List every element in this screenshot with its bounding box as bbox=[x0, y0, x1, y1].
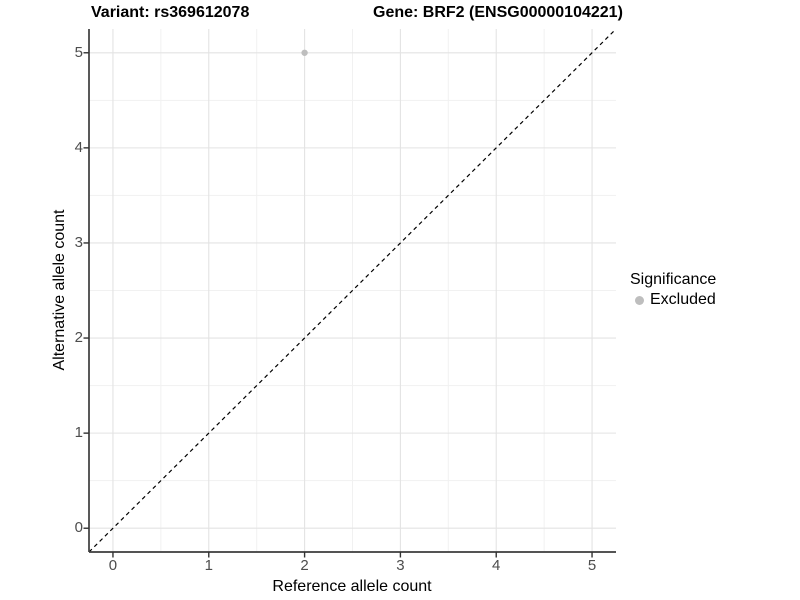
legend-items: Excluded bbox=[630, 291, 716, 309]
y-tick-label: 5 bbox=[74, 43, 83, 61]
y-axis-title: Alternative allele count bbox=[51, 209, 68, 371]
y-tick-label: 4 bbox=[74, 138, 83, 156]
plot-title-variant: Variant: rs369612078 bbox=[91, 4, 250, 21]
plot-title-gene: Gene: BRF2 (ENSG00000104221) bbox=[373, 4, 623, 21]
y-tick-label: 1 bbox=[74, 424, 83, 442]
y-tick-label: 3 bbox=[74, 233, 83, 251]
legend-key-dot-icon bbox=[635, 295, 644, 305]
x-tick-label: 4 bbox=[492, 557, 501, 574]
x-tick-label: 3 bbox=[396, 557, 405, 574]
data-point bbox=[301, 49, 308, 56]
legend: Significance Excluded bbox=[630, 270, 716, 309]
y-tick-label: 2 bbox=[74, 329, 83, 347]
identity-dashed-line bbox=[88, 28, 617, 553]
x-tick-label: 2 bbox=[300, 557, 309, 574]
x-axis-title: Reference allele count bbox=[272, 578, 432, 595]
legend-item-excluded: Excluded bbox=[630, 291, 716, 309]
x-tick-label: 1 bbox=[204, 557, 213, 574]
legend-item-label: Excluded bbox=[650, 291, 716, 308]
legend-title: Significance bbox=[630, 271, 717, 288]
x-tick-label: 5 bbox=[587, 557, 597, 574]
y-tick-label: 0 bbox=[74, 519, 83, 537]
x-tick-label: 0 bbox=[108, 557, 118, 574]
